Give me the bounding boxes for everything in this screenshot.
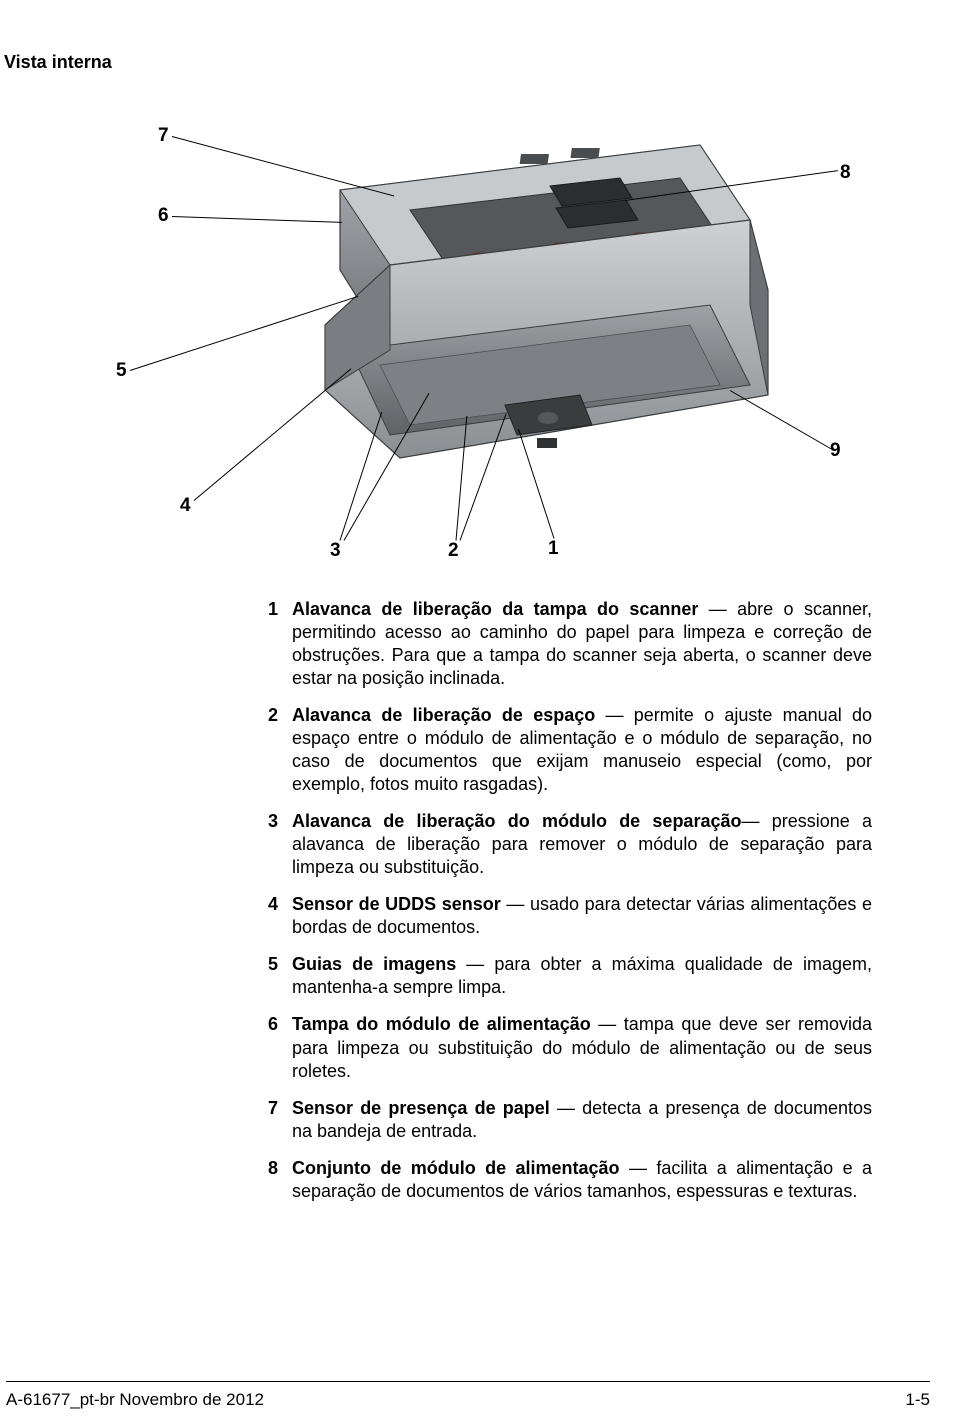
footer-doc-id: A-61677_pt-br Novembro de 2012 bbox=[6, 1390, 264, 1410]
desc-term: Guias de imagens bbox=[292, 954, 456, 974]
desc-num: 1 bbox=[268, 598, 292, 690]
desc-text: Sensor de UDDS sensor — usado para detec… bbox=[292, 893, 872, 939]
desc-item-1: 1 Alavanca de liberação da tampa do scan… bbox=[268, 598, 872, 690]
callout-9: 9 bbox=[830, 440, 841, 462]
page-footer: A-61677_pt-br Novembro de 2012 1-5 bbox=[0, 1381, 960, 1410]
desc-text: Tampa do módulo de alimentação — tampa q… bbox=[292, 1013, 872, 1082]
desc-item-3: 3 Alavanca de liberação do módulo de sep… bbox=[268, 810, 872, 879]
callout-3: 3 bbox=[330, 540, 341, 562]
desc-item-7: 7 Sensor de presença de papel — detecta … bbox=[268, 1097, 872, 1143]
callout-4: 4 bbox=[180, 495, 191, 517]
desc-num: 8 bbox=[268, 1157, 292, 1203]
desc-text: Alavanca de liberação do módulo de separ… bbox=[292, 810, 872, 879]
callout-5: 5 bbox=[116, 360, 127, 382]
desc-item-6: 6 Tampa do módulo de alimentação — tampa… bbox=[268, 1013, 872, 1082]
desc-num: 6 bbox=[268, 1013, 292, 1082]
callout-1: 1 bbox=[548, 538, 559, 560]
desc-item-4: 4 Sensor de UDDS sensor — usado para det… bbox=[268, 893, 872, 939]
footer-divider bbox=[6, 1381, 930, 1382]
callout-7: 7 bbox=[158, 125, 169, 147]
callout-8: 8 bbox=[840, 162, 851, 184]
desc-item-8: 8 Conjunto de módulo de alimentação — fa… bbox=[268, 1157, 872, 1203]
desc-item-5: 5 Guias de imagens — para obter a máxima… bbox=[268, 953, 872, 999]
desc-num: 3 bbox=[268, 810, 292, 879]
description-list: 1 Alavanca de liberação da tampa do scan… bbox=[268, 598, 872, 1203]
desc-term: Alavanca de liberação do módulo de separ… bbox=[292, 811, 741, 831]
desc-num: 5 bbox=[268, 953, 292, 999]
desc-item-2: 2 Alavanca de liberação de espaço — perm… bbox=[268, 704, 872, 796]
callout-2: 2 bbox=[448, 540, 459, 562]
desc-text: Alavanca de liberação de espaço — permit… bbox=[292, 704, 872, 796]
desc-term: Conjunto de módulo de alimentação bbox=[292, 1158, 620, 1178]
desc-term: Sensor de presença de papel bbox=[292, 1098, 550, 1118]
footer-page-number: 1-5 bbox=[905, 1390, 930, 1410]
desc-num: 4 bbox=[268, 893, 292, 939]
scanner-illustration bbox=[280, 90, 780, 520]
diagram-area: 7 6 5 4 3 2 1 8 9 bbox=[50, 50, 910, 590]
desc-term: Alavanca de liberação de espaço bbox=[292, 705, 595, 725]
desc-term: Sensor de UDDS sensor bbox=[292, 894, 501, 914]
callout-6: 6 bbox=[158, 205, 169, 227]
desc-text: Guias de imagens — para obter a máxima q… bbox=[292, 953, 872, 999]
desc-term: Alavanca de liberação da tampa do scanne… bbox=[292, 599, 698, 619]
desc-num: 7 bbox=[268, 1097, 292, 1143]
desc-num: 2 bbox=[268, 704, 292, 796]
desc-term: Tampa do módulo de alimentação bbox=[292, 1014, 591, 1034]
desc-text: Alavanca de liberação da tampa do scanne… bbox=[292, 598, 872, 690]
desc-text: Conjunto de módulo de alimentação — faci… bbox=[292, 1157, 872, 1203]
desc-text: Sensor de presença de papel — detecta a … bbox=[292, 1097, 872, 1143]
